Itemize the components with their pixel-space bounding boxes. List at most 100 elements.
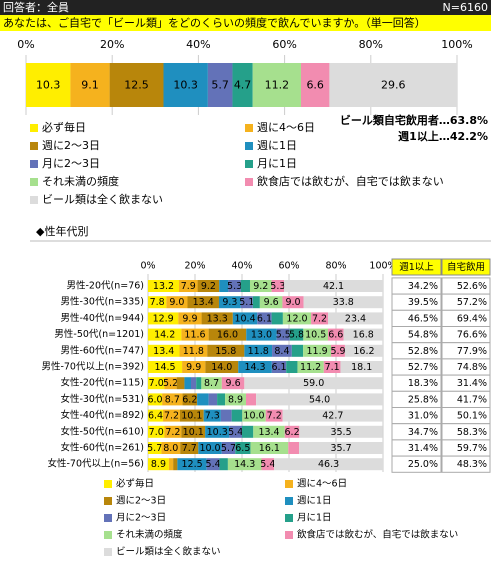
bar-segment <box>196 377 202 390</box>
table-value: 18.3% <box>408 378 438 389</box>
value-label: 7.1 <box>325 362 340 373</box>
bar-segment <box>221 377 245 390</box>
legend-swatch <box>285 497 293 505</box>
bar-segment <box>282 409 383 422</box>
x-tick-label: 20% <box>100 38 124 51</box>
value-label: 9.2 <box>253 281 268 292</box>
bar-segment <box>299 425 383 438</box>
table-value: 58.3% <box>457 427 487 438</box>
header-bar <box>0 0 491 15</box>
bar-segment <box>178 312 202 325</box>
value-label: 18.1 <box>351 362 372 373</box>
legend-label: 週に1日 <box>257 139 297 152</box>
bar-segment <box>225 393 246 406</box>
legend-label: ビール類は全く飲まない <box>42 192 163 206</box>
value-label: 7.2 <box>164 411 179 422</box>
value-label: 13.4 <box>153 346 174 357</box>
bar-segment <box>276 328 290 341</box>
bar-segment <box>289 328 304 341</box>
bar-segment <box>261 458 275 471</box>
value-label: 10.1 <box>183 427 204 438</box>
bar-segment <box>148 425 165 438</box>
x-tick-label: 100% <box>369 261 396 272</box>
table-value: 41.7% <box>457 394 487 405</box>
value-label: 10.5 <box>305 330 326 341</box>
value-label: 11.2 <box>300 362 321 373</box>
bar-segment <box>177 458 207 471</box>
bar-segment <box>282 312 312 325</box>
value-label: 13.2 <box>153 281 174 292</box>
table-value: 31.0% <box>408 411 438 422</box>
value-label: 6.0 <box>147 394 162 405</box>
value-label: 5.3 <box>227 281 242 292</box>
legend-swatch <box>104 531 112 539</box>
bar-segment <box>206 458 220 471</box>
bar-segment <box>253 425 285 438</box>
bar-segment <box>203 409 221 422</box>
value-label: 4.7 <box>234 79 252 92</box>
bar-segment <box>182 361 206 373</box>
category-label: 女性-30代(n=531) <box>60 393 144 405</box>
legend-label: それ未満の頻度 <box>116 529 183 541</box>
bar-segment <box>240 280 250 292</box>
legend-swatch <box>30 196 38 204</box>
value-label: 12.5 <box>181 459 202 470</box>
value-label: 16.8 <box>353 330 374 341</box>
value-label: 16.0 <box>217 330 238 341</box>
value-label: 5.4 <box>228 427 243 438</box>
bar-segment <box>284 425 300 438</box>
value-label: 5.7 <box>211 79 229 92</box>
bar-segment <box>176 377 185 390</box>
table-value: 69.4% <box>457 313 487 324</box>
category-label: 男性-20代(n=76) <box>67 280 145 292</box>
legend-swatch <box>104 548 112 556</box>
value-label: 7.2 <box>312 313 327 324</box>
value-label: 12.0 <box>286 313 307 324</box>
bar-segment <box>242 425 254 438</box>
value-label: 11.8 <box>248 346 269 357</box>
value-label: 11.6 <box>184 330 205 341</box>
legend-swatch <box>30 160 38 168</box>
bar-segment <box>340 361 383 373</box>
table-value: 31.4% <box>408 443 438 454</box>
value-label: 54.0 <box>309 394 330 405</box>
legend-label: 週に2～3日 <box>42 139 100 152</box>
bar-segment <box>201 312 233 325</box>
x-tick-label: 40% <box>231 261 252 272</box>
bar-segment <box>26 63 71 107</box>
bar-segment <box>244 344 273 357</box>
value-label: 11.2 <box>265 79 290 92</box>
x-tick-label: 0% <box>140 261 155 272</box>
value-label: 7.7 <box>182 443 197 454</box>
value-label: 5.1 <box>239 297 254 308</box>
legend-label: 必ず毎日 <box>116 478 154 490</box>
table-value: 52.8% <box>408 346 438 357</box>
bar-segment <box>163 63 208 107</box>
bar-segment <box>180 442 199 454</box>
legend-swatch <box>104 514 112 522</box>
legend-label: 週に4～6日 <box>257 121 315 134</box>
value-label: 9.3 <box>222 297 237 308</box>
bar-segment <box>148 296 167 309</box>
bar-segment <box>271 312 283 325</box>
bar-segment <box>297 361 324 373</box>
bar-segment <box>291 344 304 357</box>
value-label: 9.0 <box>285 297 300 308</box>
annotation: 週1以上…42.2% <box>398 129 488 143</box>
value-label: 42.7 <box>322 411 343 422</box>
bar-segment <box>161 442 181 454</box>
value-label: 9.0 <box>169 297 184 308</box>
value-label: 23.4 <box>345 313 366 324</box>
bar-segment <box>256 393 383 406</box>
bar-segment <box>148 458 169 471</box>
bar-segment <box>343 328 383 341</box>
bar-segment <box>207 344 245 357</box>
value-label: 13.4 <box>193 297 214 308</box>
table-value: 50.1% <box>457 411 487 422</box>
legend-swatch <box>245 160 253 168</box>
bar-segment <box>197 393 209 406</box>
table-value: 34.2% <box>408 281 438 292</box>
bar-segment <box>148 442 162 454</box>
bar-segment <box>205 361 239 373</box>
legend-swatch <box>285 480 293 488</box>
